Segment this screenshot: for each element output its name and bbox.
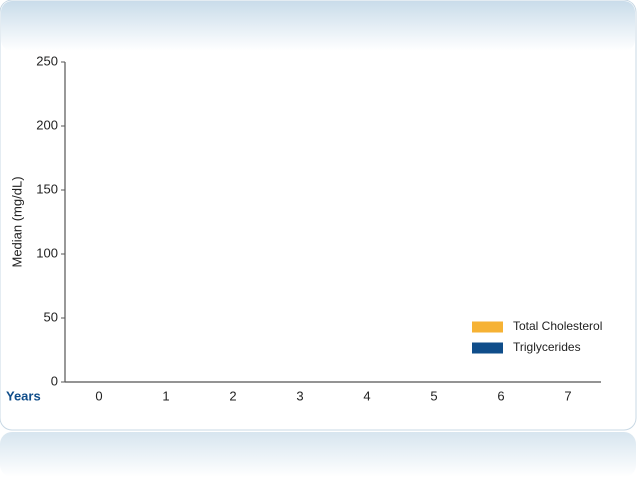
y-tick-label: 250: [36, 53, 58, 68]
panel: [0, 0, 637, 431]
y-tick-label: 50: [44, 309, 58, 324]
y-axis-label: Median (mg/dL): [9, 176, 24, 267]
y-tick-label: 100: [36, 245, 58, 260]
y-tick-label: 150: [36, 181, 58, 196]
x-tick-label: 0: [95, 388, 102, 403]
legend-swatch: [472, 321, 503, 333]
x-tick-label: 4: [363, 388, 370, 403]
panel-header: [1, 1, 635, 51]
legend-swatch: [472, 342, 503, 354]
x-tick-label: 5: [430, 388, 437, 403]
x-tick-label: 2: [229, 388, 236, 403]
legend-label: Total Cholesterol: [513, 319, 602, 333]
y-tick-label: 200: [36, 117, 58, 132]
x-tick-label: 6: [497, 388, 504, 403]
x-tick-label: 7: [564, 388, 571, 403]
y-tick-label: 0: [51, 373, 58, 388]
x-tick-label: 3: [296, 388, 303, 403]
x-axis-label: Years: [6, 388, 41, 403]
legend-label: Triglycerides: [513, 340, 581, 354]
x-tick-label: 1: [162, 388, 169, 403]
panel-reflection: [0, 432, 636, 477]
